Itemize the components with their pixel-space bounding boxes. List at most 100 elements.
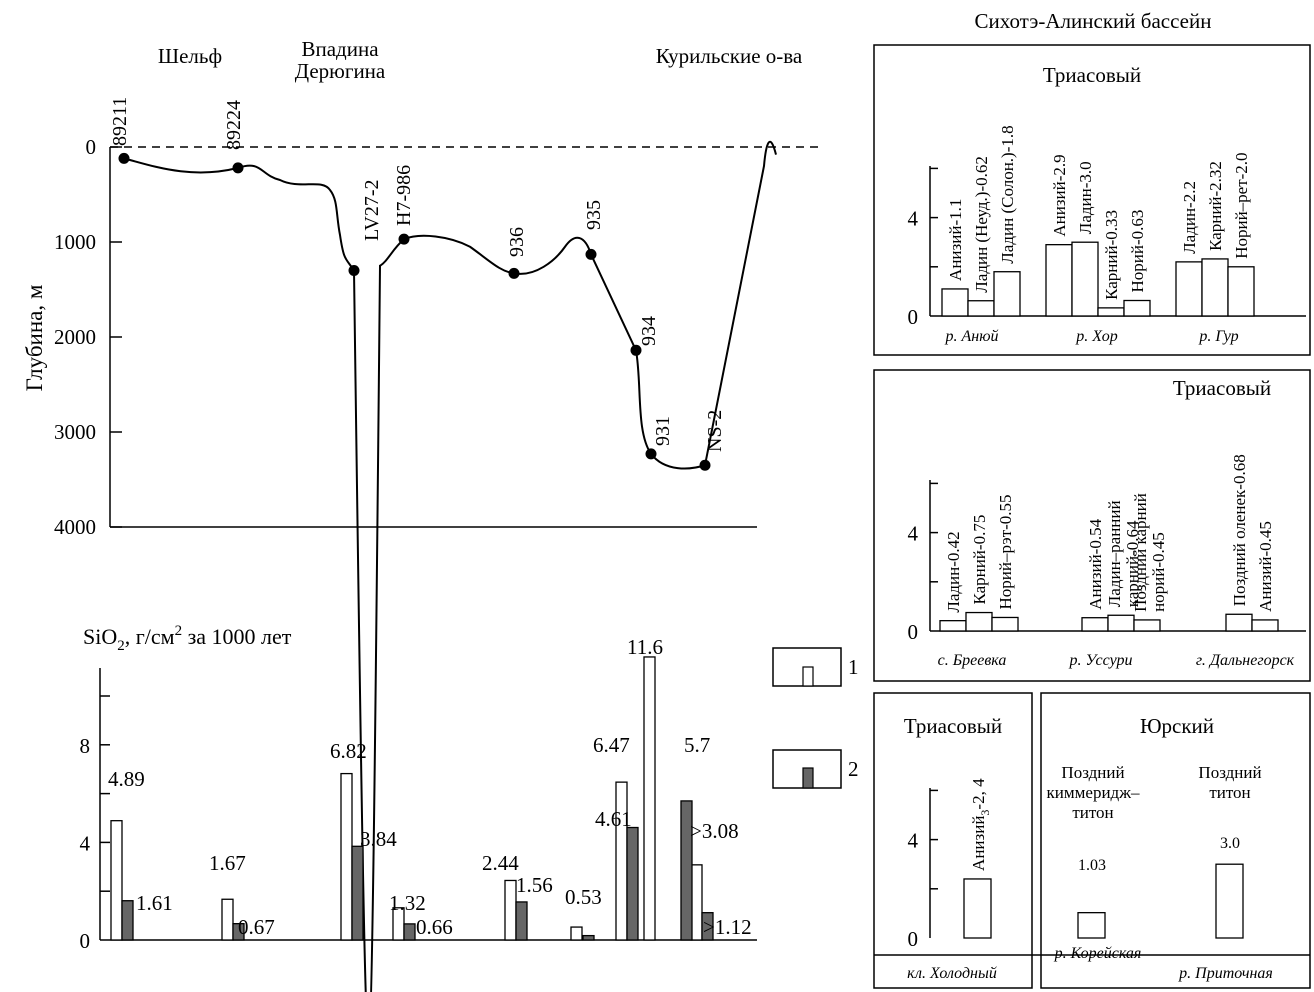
sio2-data-label: 3.84 bbox=[360, 827, 397, 851]
panel-1-bar bbox=[1201, 258, 1229, 317]
station-marker bbox=[508, 267, 520, 279]
legend-swatch-1 bbox=[802, 666, 814, 687]
panel-2-bar-label: Норий–рэт-0.55 bbox=[996, 494, 1015, 609]
sio2-data-label: >3.08 bbox=[690, 819, 739, 843]
sio2-data-label: 5.7 bbox=[684, 733, 710, 757]
panel-2-frame bbox=[873, 369, 1311, 682]
panel-triassic-1: Триасовый 0 4 Анизий-1.1 Ладин (Неуд.)-0.6… bbox=[873, 44, 1311, 356]
sio2-chart: SiO2, г/см2 за 1000 лет 0 4 8 4.89 1.61 1.67… bbox=[80, 623, 859, 953]
sio2-data-label: 1.61 bbox=[136, 891, 173, 915]
panel-1-bar-label: Анизий-2.9 bbox=[1050, 154, 1069, 236]
sio2-bar-series-2 bbox=[515, 901, 528, 941]
sio2-bar-series-2 bbox=[121, 900, 134, 941]
station-label: 89211 bbox=[109, 97, 131, 146]
panel-1-bar-label: Карний-2.32 bbox=[1206, 161, 1225, 251]
panel-3-period-label: титон bbox=[1072, 803, 1113, 822]
sio2-data-label: 0.53 bbox=[565, 885, 602, 909]
sio2-bar-series-1 bbox=[110, 820, 123, 941]
sio2-bar-series-2 bbox=[403, 923, 416, 941]
station-marker bbox=[232, 162, 244, 174]
station-marker bbox=[699, 459, 711, 471]
panel-tick-label: 0 bbox=[908, 620, 919, 644]
panel-1-bar bbox=[1123, 299, 1151, 317]
panel-3-station-label: р. Корейская bbox=[1054, 945, 1142, 962]
panel-3-left-frame bbox=[873, 692, 1033, 989]
station-label: 936 bbox=[506, 227, 528, 257]
panel-3-period-label: Поздний bbox=[1198, 763, 1261, 782]
sio2-bar-series-1 bbox=[221, 898, 234, 941]
sio2-tick-label: 4 bbox=[80, 831, 91, 855]
panel-1-bar bbox=[993, 271, 1021, 317]
panel-3-value-label: 3.0 bbox=[1220, 835, 1240, 852]
panel-1-station-label: р. Хор bbox=[1075, 328, 1117, 345]
sio2-data-label: 11.6 bbox=[627, 635, 663, 659]
panel-2-bar-label: Анизий-0.54 bbox=[1086, 518, 1105, 609]
panel-3-title-triassic: Триасовый bbox=[904, 714, 1002, 738]
basin-title: Сихотэ-Алинский бассейн bbox=[975, 9, 1212, 33]
sio2-data-label: 1.67 bbox=[209, 851, 246, 875]
seafloor-profile-line bbox=[123, 140, 777, 992]
panel-3-period-label: Поздний bbox=[1061, 763, 1124, 782]
sio2-ylabel: SiO2, г/см2 за 1000 лет bbox=[83, 623, 292, 654]
panel-tick-label: 0 bbox=[908, 927, 919, 951]
region-deryugin-line1: Впадина bbox=[301, 37, 379, 61]
station-marker bbox=[348, 265, 360, 276]
panel-3-right-frame bbox=[1040, 692, 1311, 989]
panel-3-bar-label: Анизий3-2, 4 bbox=[969, 778, 992, 871]
station-label: 89224 bbox=[223, 100, 245, 150]
panel-3-bar-triassic bbox=[963, 878, 992, 939]
panel-1-bar-label: Норий-0.63 bbox=[1128, 210, 1147, 293]
panel-1-bar bbox=[1175, 261, 1203, 317]
profile-tick-label: 4000 bbox=[54, 515, 96, 539]
panel-triassic-jurassic: Триасовый Юрский 0 4 Анизий3-2, 4 кл. Холо… bbox=[873, 692, 1311, 989]
panel-3-bar-jurassic bbox=[1215, 863, 1244, 939]
sio2-data-label: 4.89 bbox=[108, 767, 145, 791]
panel-1-bar bbox=[1071, 241, 1099, 317]
panel-3-value-label: 1.03 bbox=[1078, 857, 1106, 874]
sio2-data-label: 0.67 bbox=[238, 915, 275, 939]
panel-tick-label: 4 bbox=[908, 207, 919, 231]
panel-tick-label: 4 bbox=[908, 522, 919, 546]
panel-2-bar-label: Поздний оленек-0.68 bbox=[1230, 454, 1249, 606]
profile-tick-label: 2000 bbox=[54, 325, 96, 349]
panel-2-title: Триасовый bbox=[1173, 376, 1271, 400]
panel-2-bar-label-line2: карний-0.64 bbox=[1123, 520, 1142, 607]
legend-swatch-2 bbox=[802, 767, 814, 789]
sio2-data-label: 6.82 bbox=[330, 739, 367, 763]
station-marker bbox=[645, 448, 657, 460]
panel-2-bar bbox=[965, 611, 993, 632]
panel-2-bar bbox=[1107, 614, 1135, 632]
sio2-data-label: 1.56 bbox=[516, 873, 553, 897]
region-shelf: Шельф bbox=[158, 44, 222, 68]
panel-2-station-label: с. Бреевка bbox=[938, 652, 1007, 669]
panel-2-bar-label: Поздний карний bbox=[1131, 493, 1150, 612]
panel-2-bar-label: Ладин–ранний bbox=[1105, 500, 1124, 607]
sio2-bar-series-2 bbox=[582, 934, 595, 941]
panel-2-bar-label: Ладин-0.42 bbox=[944, 531, 963, 612]
panel-2-bar-label: Карний-0.75 bbox=[970, 515, 989, 605]
sio2-bar-series-2 bbox=[680, 800, 693, 941]
sio2-tick-label: 8 bbox=[80, 734, 91, 758]
panel-1-bar-label: Ладин (Неуд.)-0.62 bbox=[972, 156, 991, 293]
panel-3-period-label: киммеридж– bbox=[1047, 783, 1140, 802]
panel-tick-label: 0 bbox=[908, 305, 919, 329]
station-label: 934 bbox=[638, 316, 660, 346]
profile-tick-label: 1000 bbox=[54, 230, 96, 254]
sio2-data-label: 1.32 bbox=[389, 891, 426, 915]
panel-1-bar bbox=[1227, 266, 1255, 317]
panel-1-title: Триасовый bbox=[1043, 63, 1141, 87]
sio2-bar-series-1 bbox=[570, 926, 583, 941]
panel-2-bar bbox=[1251, 619, 1279, 632]
sio2-bar-series-1 bbox=[690, 864, 703, 941]
station-marker bbox=[585, 248, 597, 260]
station-label: 931 bbox=[652, 416, 674, 446]
station-marker bbox=[398, 233, 410, 245]
panel-1-bar-label: Ладин-2.2 bbox=[1180, 181, 1199, 254]
panel-2-station-label: г. Дальнегорск bbox=[1196, 652, 1295, 669]
panel-1-bar bbox=[1097, 307, 1125, 317]
sio2-bar-series-1 bbox=[340, 772, 353, 941]
legend-label-2: 2 bbox=[848, 757, 859, 781]
profile-tick-label: 3000 bbox=[54, 420, 96, 444]
panel-1-bar-label: Ладин (Солон.)-1.8 bbox=[998, 125, 1017, 263]
